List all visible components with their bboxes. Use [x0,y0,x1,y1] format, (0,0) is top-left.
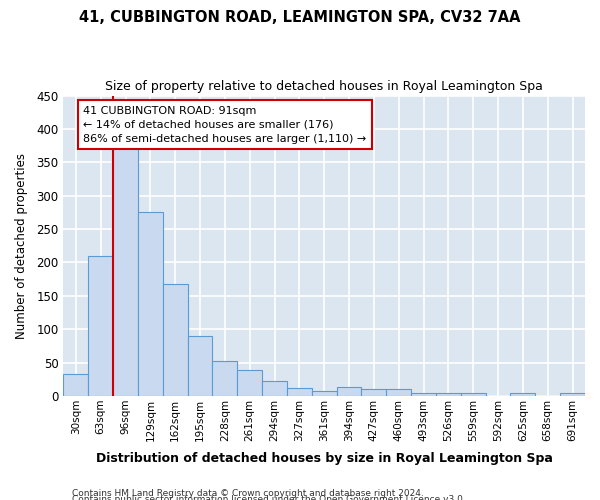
Bar [188,336,212,396]
Bar [212,360,237,396]
Title: Size of property relative to detached houses in Royal Leamington Spa: Size of property relative to detached ho… [105,80,543,93]
Text: Contains HM Land Registry data © Crown copyright and database right 2024.: Contains HM Land Registry data © Crown c… [72,488,424,498]
Bar [511,394,535,396]
Bar [64,374,88,396]
Text: Contains public sector information licensed under the Open Government Licence v3: Contains public sector information licen… [72,495,466,500]
X-axis label: Distribution of detached houses by size in Royal Leamington Spa: Distribution of detached houses by size … [96,452,553,465]
Bar [262,382,287,396]
Bar [560,394,585,396]
Bar [312,390,337,396]
Bar [138,212,163,396]
Bar [361,388,386,396]
Bar [113,144,138,396]
Bar [386,390,411,396]
Bar [436,392,461,396]
Bar [411,392,436,396]
Y-axis label: Number of detached properties: Number of detached properties [15,153,28,339]
Bar [337,388,361,396]
Text: 41, CUBBINGTON ROAD, LEAMINGTON SPA, CV32 7AA: 41, CUBBINGTON ROAD, LEAMINGTON SPA, CV3… [79,10,521,25]
Bar [287,388,312,396]
Bar [88,256,113,396]
Text: 41 CUBBINGTON ROAD: 91sqm
← 14% of detached houses are smaller (176)
86% of semi: 41 CUBBINGTON ROAD: 91sqm ← 14% of detac… [83,106,367,144]
Bar [461,392,485,396]
Bar [237,370,262,396]
Bar [163,284,188,396]
